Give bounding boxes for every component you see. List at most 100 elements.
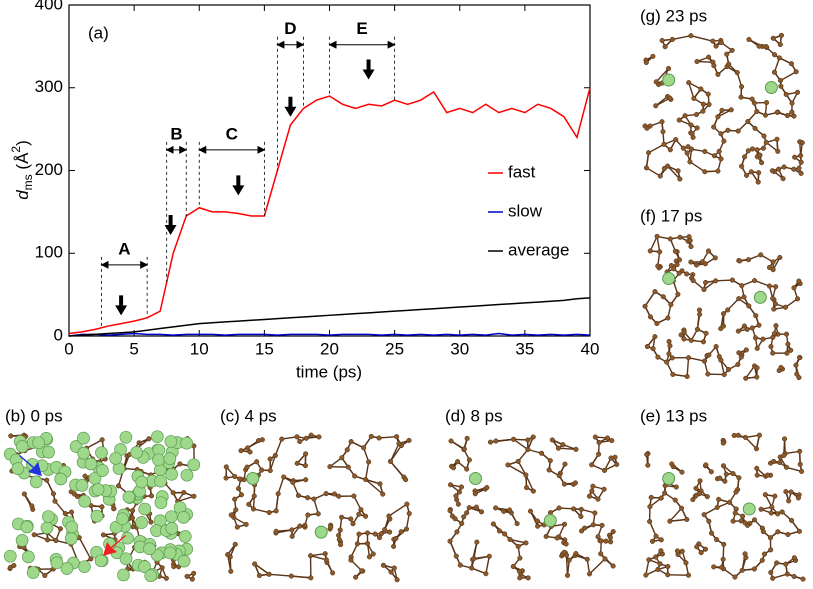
atom (739, 283, 745, 289)
ion (154, 496, 168, 510)
atom (589, 488, 595, 494)
atom (753, 313, 759, 319)
atom (720, 463, 727, 469)
atom (507, 536, 513, 543)
atom (661, 165, 667, 172)
atom (716, 148, 722, 154)
atom (561, 521, 568, 527)
atom (721, 541, 727, 547)
atom (791, 555, 797, 561)
atom (366, 554, 373, 560)
atom (535, 523, 541, 529)
atom (791, 285, 797, 291)
atom (377, 535, 383, 541)
atom (523, 540, 529, 546)
atom (645, 462, 651, 468)
ion (151, 430, 164, 444)
atom (785, 531, 791, 538)
bond (86, 439, 103, 449)
atom (784, 113, 790, 119)
atom (394, 577, 400, 583)
atom (655, 566, 661, 572)
atom (586, 571, 593, 577)
ion (180, 468, 194, 482)
atom (642, 303, 648, 309)
y-label-part: ms (21, 174, 35, 190)
bond (727, 298, 740, 311)
atom (146, 436, 152, 442)
atom (358, 507, 364, 513)
series-line (68, 297, 591, 337)
atom (708, 469, 714, 475)
atom (740, 513, 746, 519)
atom (234, 524, 240, 530)
atom (720, 556, 726, 562)
atom (781, 164, 787, 170)
atom (546, 467, 552, 473)
atom (735, 128, 741, 134)
bond (509, 538, 527, 544)
atom (775, 511, 781, 517)
atom (523, 472, 529, 478)
atom (647, 248, 653, 254)
atom (273, 528, 279, 534)
atom (751, 566, 757, 572)
ion (135, 516, 148, 529)
atom (524, 485, 530, 491)
atom (746, 36, 752, 43)
atom (21, 491, 27, 497)
atom (148, 493, 155, 499)
atom (711, 124, 717, 130)
atom (658, 537, 664, 543)
atom (308, 575, 314, 581)
y-axis-label: dms (Å2) (9, 140, 35, 200)
atom (322, 551, 328, 557)
ion (96, 464, 109, 477)
atom (774, 560, 780, 566)
ion (109, 452, 123, 465)
atom (655, 263, 661, 269)
atom (701, 358, 707, 364)
atom (52, 498, 58, 504)
atom (667, 236, 673, 242)
atom (765, 472, 771, 478)
atom (361, 445, 367, 451)
atom (705, 91, 711, 97)
atom (372, 531, 378, 537)
atom (685, 144, 691, 150)
y-label-part: (Å (13, 152, 32, 174)
atom (736, 296, 742, 302)
atom (171, 564, 177, 570)
atom (289, 527, 295, 533)
atom (659, 37, 665, 44)
atom (713, 344, 719, 350)
atom (378, 531, 384, 537)
atom (610, 563, 616, 569)
atom (661, 141, 667, 147)
atom (459, 520, 465, 527)
atom (770, 35, 776, 41)
atom (643, 59, 649, 66)
atom (754, 345, 760, 351)
atom (688, 33, 694, 39)
atom (505, 462, 511, 468)
atom (223, 464, 229, 470)
atom (376, 435, 382, 441)
atom (749, 146, 756, 152)
atom (711, 564, 717, 570)
ion (119, 430, 133, 444)
ion (163, 546, 177, 560)
atom (394, 434, 400, 440)
bond (54, 500, 66, 514)
structure-panel: (c) 4 ps (220, 406, 412, 583)
atom (668, 302, 674, 308)
atom (29, 503, 35, 509)
atom (328, 524, 334, 530)
atom (595, 534, 601, 540)
atom (609, 438, 615, 444)
atom (751, 517, 758, 523)
atom (754, 472, 760, 478)
bond (517, 449, 529, 462)
atom (273, 508, 279, 514)
bond (364, 461, 370, 480)
